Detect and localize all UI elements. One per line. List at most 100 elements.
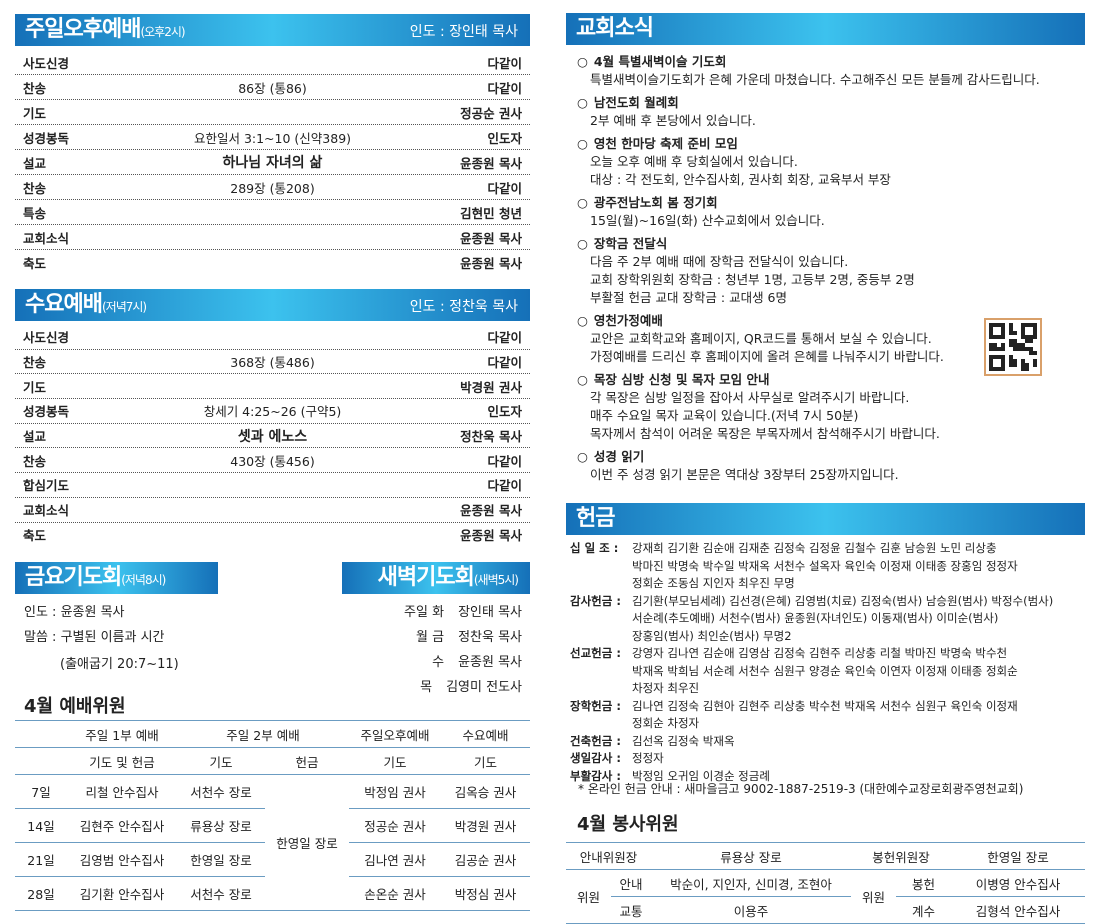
guide-members: 박순이, 지인자, 신미경, 조현아 [651, 869, 851, 897]
table-cell: 김현주 안수집사 [67, 808, 177, 843]
order-row: 찬송 289장 (통208) 다같이 [15, 175, 530, 200]
order-row: 사도신경 다같이 [15, 325, 530, 350]
traffic-members: 이용주 [733, 903, 769, 919]
order-person: 김현민 청년 [460, 205, 522, 221]
offering-names: 김선옥 김정숙 박재옥 [632, 733, 735, 751]
news-item: ○ 4월 특별새벽이슬 기도회 특별새벽이슬기도회가 은혜 가운데 마쳤습니다. 수… [577, 52, 1077, 89]
order-person: 박경원 권사 [460, 379, 522, 395]
dawn-day: 목 [420, 680, 433, 695]
table-cell: 21일 [15, 842, 67, 877]
order-row: 설교 하나님 자녀의 삶 윤종원 목사 [15, 150, 530, 175]
member-label: 위원 [861, 890, 885, 905]
order-row: 교회소식 윤종원 목사 [15, 498, 530, 523]
offering-line: 김기환(부모님세례) 김선경(은혜) 김영범(치료) 김정숙(범사) 남승원(범… [632, 593, 1054, 608]
order-person: 정찬욱 목사 [460, 429, 522, 445]
news-title-text: 광주전남노회 봄 정기회 [593, 195, 718, 210]
order-item: 합심기도 [23, 478, 70, 494]
offering-names: 박정임 오귀임 이경순 정금례 [632, 768, 770, 786]
news-item: ○ 성경 읽기 이번 주 성경 읽기 본문은 역대상 3장부터 25장까지입니다. [577, 447, 1077, 484]
order-detail: 하나님 자녀의 삶 [222, 155, 323, 171]
order-item: 설교 [23, 155, 47, 171]
table-cell: 김영범 안수집사 [67, 842, 177, 877]
order-item: 찬송 [23, 453, 47, 469]
order-item: 설교 [23, 429, 47, 445]
offering-group: 십 일 조 : 강재희 김기환 김순애 김재춘 김정숙 김정윤 김철수 김훈 남승… [570, 540, 1085, 593]
news-line: 매주 수요일 목자 교육이 있습니다.(저녁 7시 50분) [590, 408, 859, 423]
table-cell: 정공순 권사 [349, 808, 441, 843]
news-line: 이번 주 성경 읽기 본문은 역대상 3장부터 25장까지입니다. [590, 467, 899, 482]
offer-head: 한영일 장로 [987, 849, 1049, 865]
order-detail: 430장 (통456) [230, 453, 315, 469]
news-item: ○ 광주전남노회 봄 정기회 15일(월)~16일(화) 산수교회에서 있습니다. [577, 193, 1077, 230]
news-item-title: ○ 목장 심방 신청 및 목자 모임 안내 [577, 370, 1077, 389]
offering-group: 부활감사 : 박정임 오귀임 이경순 정금례 [570, 768, 1085, 786]
dawn-row: 목 김영미 전도사 [404, 675, 522, 700]
online-offering-note: * 온라인 헌금 안내 : 새마을금고 9002-1887-2519-3 (대한… [578, 782, 1024, 796]
guide-head-label: 안내위원장 [579, 849, 638, 865]
bullet-icon: ○ [577, 372, 588, 387]
order-row: 사도신경 다같이 [15, 50, 530, 75]
order-person: 다같이 [487, 180, 522, 196]
offering-line: 정회순 조동심 지인자 최우진 무명 [632, 576, 795, 590]
table-cell: 14일 [15, 808, 67, 843]
friday-time: (저녁8시) [121, 573, 166, 587]
table-cell: 서천수 장로 [177, 876, 265, 911]
offering-cell: 한영일 장로 [265, 774, 349, 911]
offering-names: 김기환(부모님세례) 김선경(은혜) 김영범(치료) 김정숙(범사) 남승원(범… [632, 593, 1053, 646]
friday-header: 금요기도회(저녁8시) [15, 562, 218, 594]
offering-line: 차정자 최우진 [632, 681, 700, 695]
order-row: 성경봉독 창세기 4:25~26 (구약5) 인도자 [15, 399, 530, 424]
friday-title: 금요기도회 [25, 565, 122, 590]
dawn-row: 수 윤종원 목사 [404, 650, 522, 675]
table-cell: 28일 [15, 876, 67, 911]
news-item-title: ○ 영천가정예배 [577, 311, 1077, 330]
news-line: 목자께서 참석이 어려운 목장은 부목자께서 참석해주시기 바랍니다. [590, 426, 940, 441]
order-person: 윤종원 목사 [460, 528, 522, 544]
order-row: 교회소식 윤종원 목사 [15, 225, 530, 250]
offering-line: 김나연 김정숙 김현아 김현주 리상충 박수천 박재옥 서천수 심원구 육인숙 … [632, 698, 1018, 713]
offering-label: 생일감사 : [570, 751, 621, 765]
sunday-pm-order: 사도신경 다같이 찬송 86장 (통86) 다같이 기도 정공순 권사 성경봉독 요한일서 3:… [15, 50, 530, 275]
news-title: 교회소식 [576, 16, 654, 41]
table-cell: 박경원 권사 [441, 808, 530, 843]
dawn-time: (새벽5시) [473, 573, 519, 587]
news-line: 15일(월)~16일(화) 산수교회에서 있습니다. [590, 213, 825, 228]
order-row: 축도 윤종원 목사 [15, 523, 530, 548]
news-line: 특별새벽이슬기도회가 은혜 가운데 마쳤습니다. 수고해주신 모든 분들께 감사… [590, 72, 1040, 87]
order-person: 윤종원 목사 [460, 230, 522, 246]
order-row: 축도 윤종원 목사 [15, 250, 530, 275]
news-title-text: 4월 특별새벽이슬 기도회 [593, 54, 727, 69]
news-line: 부활절 헌금 교대 장학금 : 교대생 6명 [590, 290, 788, 305]
guide-label: 안내 [611, 869, 651, 897]
order-person: 다같이 [487, 55, 522, 71]
news-line: 각 목장은 심방 일정을 잡아서 사무실로 알려주시기 바랍니다. [590, 390, 910, 405]
wednesday-time: (저녁7시) [101, 300, 147, 314]
order-item: 교회소식 [23, 230, 70, 246]
order-item: 축도 [23, 528, 47, 544]
offer-label: 봉헌 [896, 869, 951, 897]
table-row: 21일 김영범 안수집사 한영일 장로 김나연 권사 김공순 권사 [15, 842, 530, 877]
news-title-text: 성경 읽기 [593, 449, 645, 464]
dawn-leader: 정찬욱 목사 [458, 630, 522, 645]
qr-code[interactable] [984, 318, 1042, 376]
offering-title: 헌금 [576, 506, 615, 531]
order-item: 성경봉독 [23, 130, 70, 146]
order-row: 찬송 368장 (통486) 다같이 [15, 350, 530, 375]
offering-group: 감사헌금 : 김기환(부모님세례) 김선경(은혜) 김영범(치료) 김정숙(범사)… [570, 593, 1085, 646]
dawn-leader: 윤종원 목사 [458, 655, 522, 670]
order-detail: 289장 (통208) [230, 180, 315, 196]
order-person: 인도자 [487, 404, 522, 420]
news-item-title: ○ 성경 읽기 [577, 447, 1077, 466]
offering-line: 정회순 차정자 [632, 716, 700, 730]
offering-names: 강영자 김나연 김순애 김영삼 김정숙 김현주 리상충 리철 박마진 박명숙 박… [632, 645, 1018, 698]
table-cell: 박정임 권사 [349, 774, 441, 809]
order-person: 인도자 [487, 130, 522, 146]
friday-message: 말씀 : 구별된 이름과 시간 [24, 630, 165, 645]
order-item: 축도 [23, 256, 47, 271]
order-detail: 368장 (통486) [230, 355, 315, 371]
offering-line: 박마진 박명숙 박수일 박재옥 서천수 설옥자 육인숙 이정재 이태종 장홍임 … [632, 558, 1018, 573]
traffic-label: 교통 [619, 903, 643, 919]
group-header: 주일오후예배 [349, 720, 441, 748]
order-row: 찬송 430장 (통456) 다같이 [15, 448, 530, 474]
